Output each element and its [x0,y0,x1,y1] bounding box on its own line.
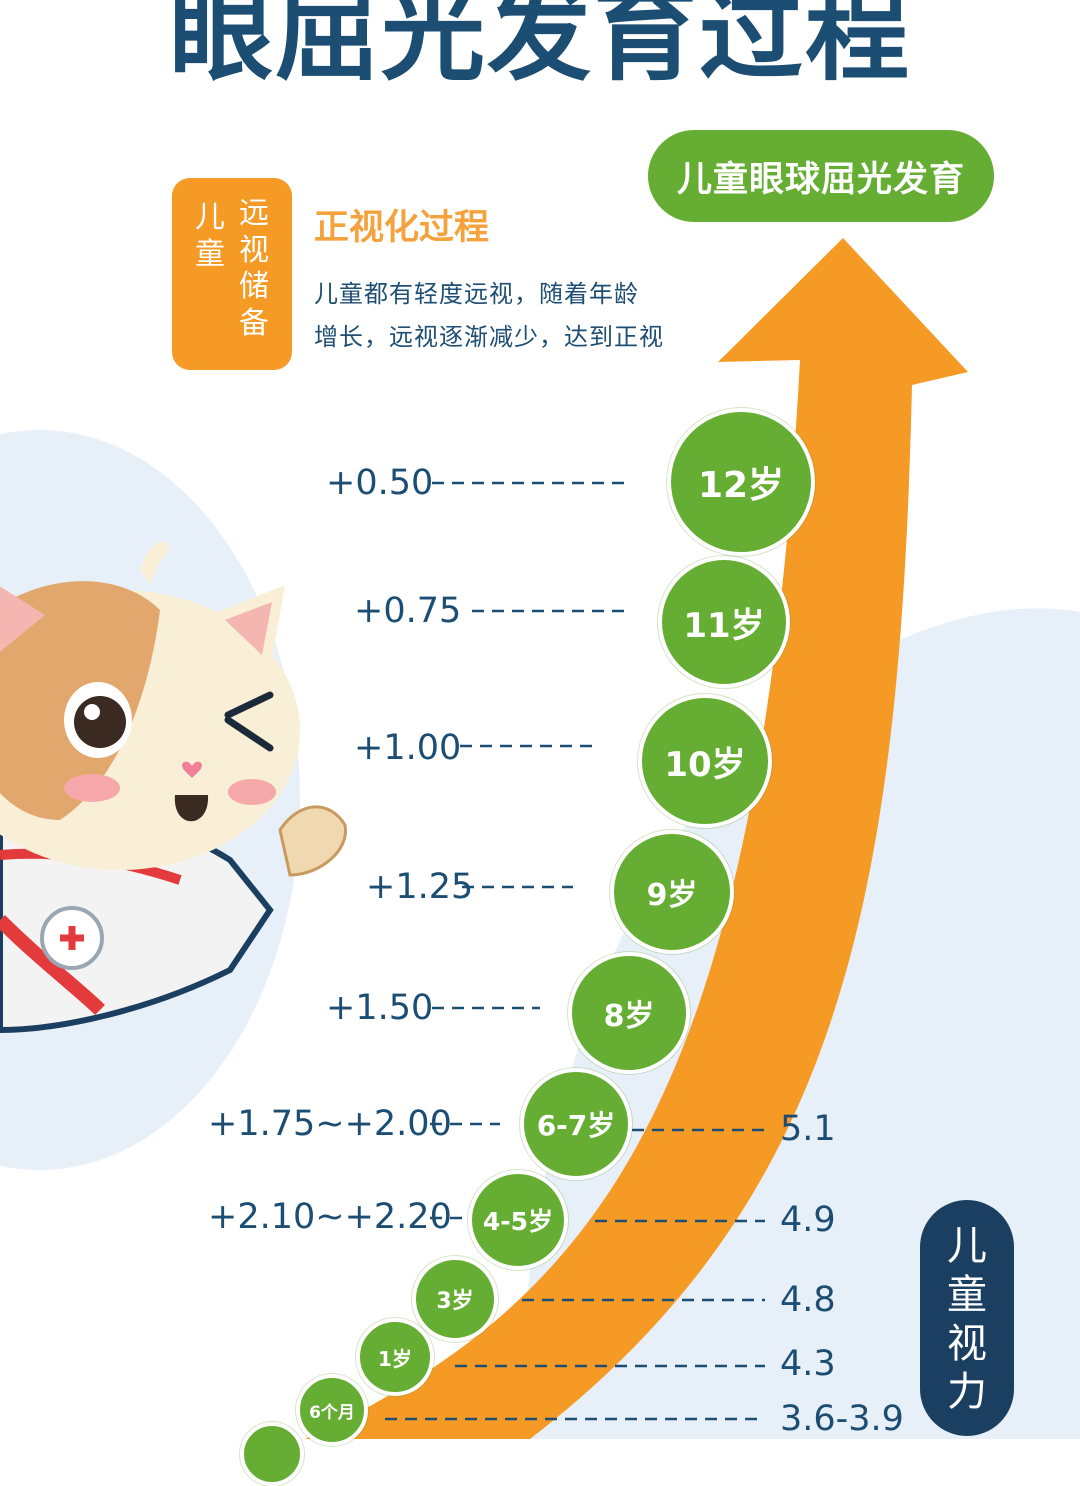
age-circle-4-5: 4-5岁 [468,1170,568,1270]
badge-right-text: 远视储备 [239,196,269,341]
hyperopia-value-8: +1.50 [326,988,434,1028]
hyperopia-value-10: +1.00 [354,728,462,768]
growth-arrow-shape [305,238,968,1439]
description-line-2: 增长，远视逐渐减少，达到正视 [314,323,664,351]
description-line-1: 儿童都有轻度远视，随着年龄 [314,280,639,308]
child-vision-label-text: 儿童视力 [947,1223,987,1416]
hyperopia-value-6-7: +1.75~+2.00 [208,1104,452,1144]
hyperopia-value-9: +1.25 [366,867,474,907]
vision-value-6-7: 5.1 [780,1109,836,1149]
age-circle-12: 12岁 [667,408,815,556]
age-circle-9: 9岁 [610,830,734,954]
child-vision-label: 儿童视力 [920,1200,1014,1436]
age-circle-1: 1岁 [356,1318,434,1396]
hyperopia-value-11: +0.75 [354,591,462,631]
badge-left-text: 儿童 [195,200,225,272]
age-circle-10: 10岁 [638,694,772,828]
age-circle-6m: 6个月 [296,1374,368,1446]
age-circle-3: 3岁 [412,1256,498,1342]
vision-value-6m: 3.6-3.9 [780,1399,904,1439]
hyperopia-value-4-5: +2.10~+2.20 [208,1197,452,1237]
cat-mascot-illustration [0,541,347,1034]
age-circle-partial [240,1422,304,1486]
age-circle-11: 11岁 [658,556,790,688]
leader-lines [385,481,765,1421]
hyperopia-reserve-badge: 儿童 远视储备 [172,178,292,370]
vision-value-1: 4.3 [780,1344,836,1384]
hyperopia-value-12: +0.50 [326,463,434,503]
age-circle-8: 8岁 [568,952,690,1074]
growth-arrow [305,238,968,1439]
vision-value-4-5: 4.9 [780,1200,836,1240]
age-circle-6-7: 6-7岁 [520,1068,632,1180]
emmetropization-title: 正视化过程 [314,208,490,248]
header-bubble: 儿童眼球屈光发育 [648,130,994,222]
page-title: 眼屈光发育过程 [168,0,911,95]
vision-value-3: 4.8 [780,1280,836,1320]
